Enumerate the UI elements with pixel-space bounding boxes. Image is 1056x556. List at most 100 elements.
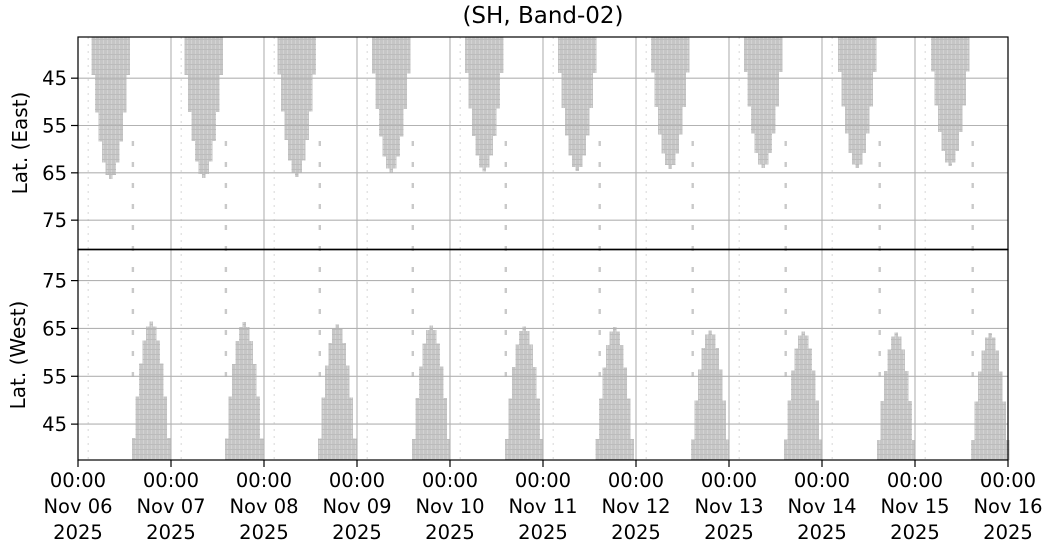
y-tick-label: 75 <box>42 209 67 232</box>
coverage-pass-column <box>260 438 264 460</box>
coverage-pass-column <box>472 37 476 136</box>
coverage-pass-column <box>894 332 899 460</box>
coverage-pass-column <box>722 400 727 460</box>
coverage-pass-column <box>593 37 597 73</box>
coverage-pass-column <box>712 334 716 460</box>
coverage-pass-column <box>139 363 143 460</box>
coverage-pass-column <box>407 37 411 74</box>
coverage-pass-column <box>156 340 161 460</box>
x-tick-label-date: Nov 06 <box>43 495 112 518</box>
x-tick-label-time: 00:00 <box>50 469 106 492</box>
coverage-pass-column <box>312 37 316 75</box>
coverage-pass-column <box>619 344 624 460</box>
coverage-pass-column <box>122 37 127 113</box>
coverage-pass-column <box>496 37 501 109</box>
coverage-pass-column <box>98 37 102 142</box>
coverage-pass-column <box>246 326 250 460</box>
x-tick-label-time: 00:00 <box>794 469 850 492</box>
x-tick-label-date: Nov 14 <box>787 495 856 518</box>
coverage-pass-column <box>146 326 150 460</box>
coverage-pass-column <box>988 333 993 460</box>
x-tick-label-date: Nov 16 <box>973 495 1042 518</box>
coverage-pass-column <box>630 439 634 460</box>
coverage-pass-column <box>565 37 569 136</box>
coverage-pass-column <box>105 37 109 175</box>
coverage-pass-column <box>294 37 299 178</box>
coverage-pass-column <box>691 439 695 460</box>
coverage-pass-column <box>284 37 288 141</box>
y-tick-label: 45 <box>42 67 67 90</box>
coverage-pass-column <box>812 370 816 460</box>
coverage-pass-column <box>119 37 123 142</box>
coverage-pass-column <box>135 396 140 460</box>
coverage-pass-column <box>602 367 606 460</box>
coverage-pass-column <box>808 348 813 460</box>
coverage-pass-column <box>249 340 254 460</box>
coverage-pass-column <box>400 37 404 137</box>
coverage-pass-column <box>389 37 394 173</box>
coverage-pass-column <box>468 37 473 109</box>
west-panel-passes <box>132 321 1010 460</box>
coverage-pass-column <box>747 37 752 107</box>
coverage-pass-column <box>393 37 397 169</box>
y-axis-label-east: Lat. (East) <box>8 91 32 195</box>
coverage-pass-column <box>301 37 306 161</box>
coverage-pass-column <box>962 37 967 106</box>
coverage-pass-column <box>754 37 759 153</box>
coverage-pass-column <box>228 396 233 460</box>
x-tick-label-date: Nov 13 <box>694 495 763 518</box>
coverage-pass-column <box>305 37 309 141</box>
x-tick-label-year: 2025 <box>518 521 568 544</box>
coverage-pass-column <box>815 400 820 460</box>
coverage-pass-column <box>905 371 909 460</box>
coverage-pass-column <box>426 330 430 460</box>
coverage-pass-column <box>232 364 236 460</box>
coverage-pass-column <box>298 37 302 173</box>
x-tick-label-time: 00:00 <box>422 469 478 492</box>
coverage-pass-column <box>561 37 566 109</box>
coverage-pass-column <box>167 438 171 460</box>
y-tick-label: 65 <box>42 162 67 185</box>
x-tick-label-time: 00:00 <box>329 469 385 492</box>
coverage-pass-column <box>801 331 806 460</box>
coverage-pass-column <box>852 37 856 165</box>
coverage-pass-column <box>971 440 975 460</box>
chart-title: (SH, Band-02) <box>462 3 624 29</box>
x-tick-label-time: 00:00 <box>608 469 664 492</box>
coverage-pass-column <box>396 37 401 157</box>
coverage-pass-column <box>479 37 483 168</box>
coverage-pass-column <box>184 37 188 75</box>
coverage-pass-column <box>112 37 116 175</box>
coverage-pass-column <box>153 326 157 460</box>
coverage-pass-column <box>529 344 534 460</box>
coverage-pass-column <box>108 37 113 179</box>
coverage-pass-column <box>126 37 130 76</box>
coverage-pass-column <box>686 37 690 73</box>
x-tick-label-year: 2025 <box>332 521 382 544</box>
coverage-pass-column <box>579 37 583 167</box>
coverage-pass-column <box>931 37 935 72</box>
y-tick-label: 65 <box>42 317 67 340</box>
coverage-pass-column <box>999 371 1003 460</box>
coverage-pass-column <box>589 37 594 109</box>
coverage-pass-column <box>440 366 444 460</box>
coverage-pass-column <box>205 37 209 174</box>
coverage-pass-column <box>761 37 766 169</box>
coverage-pass-column <box>612 327 617 460</box>
y-tick-label: 55 <box>42 365 67 388</box>
east-panel-passes <box>91 37 970 179</box>
coverage-pass-column <box>873 37 877 73</box>
coverage-pass-column <box>558 37 562 73</box>
x-tick-label-time: 00:00 <box>143 469 199 492</box>
coverage-pass-column <box>694 400 699 460</box>
coverage-pass-column <box>838 37 842 73</box>
coverage-pass-column <box>845 37 849 134</box>
x-tick-label-year: 2025 <box>239 521 289 544</box>
x-tick-label-date: Nov 07 <box>136 495 205 518</box>
coverage-pass-column <box>805 335 809 460</box>
coverage-pass-column <box>768 37 773 153</box>
coverage-pass-column <box>160 363 164 460</box>
axis-ticks-and-labels: 00:00 Nov 06 2025 00:00 Nov 07 2025 00:00 Nov 0… <box>42 67 1042 544</box>
coverage-pass-column <box>321 397 326 460</box>
x-tick-label-date: Nov 15 <box>880 495 949 518</box>
